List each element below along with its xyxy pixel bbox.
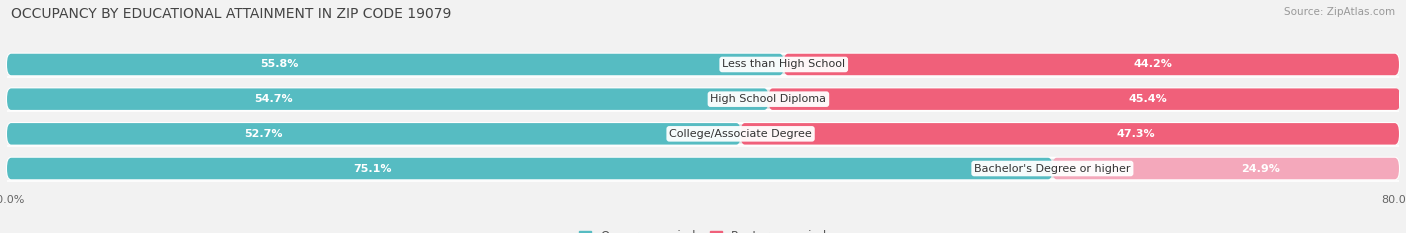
Text: 75.1%: 75.1% bbox=[354, 164, 392, 174]
FancyBboxPatch shape bbox=[1052, 158, 1399, 179]
Text: Less than High School: Less than High School bbox=[723, 59, 845, 69]
FancyBboxPatch shape bbox=[783, 54, 1399, 75]
Text: Bachelor's Degree or higher: Bachelor's Degree or higher bbox=[974, 164, 1130, 174]
Text: 52.7%: 52.7% bbox=[245, 129, 283, 139]
Text: 54.7%: 54.7% bbox=[254, 94, 292, 104]
FancyBboxPatch shape bbox=[7, 54, 1399, 75]
FancyBboxPatch shape bbox=[7, 88, 769, 110]
FancyBboxPatch shape bbox=[741, 123, 1399, 145]
FancyBboxPatch shape bbox=[7, 123, 741, 145]
Text: Source: ZipAtlas.com: Source: ZipAtlas.com bbox=[1284, 7, 1395, 17]
Text: 47.3%: 47.3% bbox=[1116, 129, 1154, 139]
Text: 55.8%: 55.8% bbox=[260, 59, 298, 69]
Text: 24.9%: 24.9% bbox=[1241, 164, 1279, 174]
Text: OCCUPANCY BY EDUCATIONAL ATTAINMENT IN ZIP CODE 19079: OCCUPANCY BY EDUCATIONAL ATTAINMENT IN Z… bbox=[11, 7, 451, 21]
FancyBboxPatch shape bbox=[769, 88, 1400, 110]
Legend: Owner-occupied, Renter-occupied: Owner-occupied, Renter-occupied bbox=[574, 225, 832, 233]
Text: 45.4%: 45.4% bbox=[1128, 94, 1167, 104]
FancyBboxPatch shape bbox=[7, 88, 1399, 110]
FancyBboxPatch shape bbox=[7, 158, 1052, 179]
Text: 44.2%: 44.2% bbox=[1133, 59, 1173, 69]
FancyBboxPatch shape bbox=[7, 158, 1399, 179]
FancyBboxPatch shape bbox=[7, 123, 1399, 145]
FancyBboxPatch shape bbox=[7, 54, 783, 75]
Text: High School Diploma: High School Diploma bbox=[710, 94, 827, 104]
Text: College/Associate Degree: College/Associate Degree bbox=[669, 129, 811, 139]
